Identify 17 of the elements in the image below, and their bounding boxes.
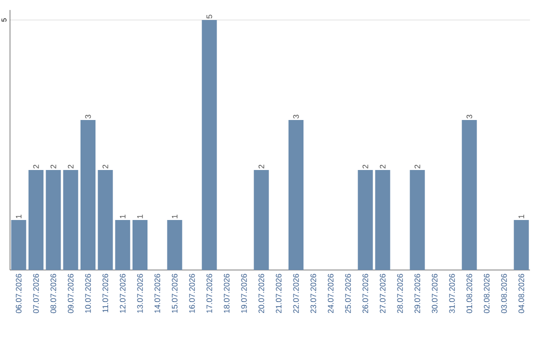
bar bbox=[11, 220, 26, 270]
bar bbox=[375, 170, 390, 270]
bar bbox=[28, 170, 44, 270]
bar bbox=[358, 170, 373, 270]
bar bbox=[288, 120, 304, 270]
bar bbox=[254, 170, 269, 270]
bar bbox=[514, 220, 529, 270]
bar bbox=[63, 170, 78, 270]
bar bbox=[462, 120, 477, 270]
bar bbox=[98, 170, 113, 270]
bar bbox=[115, 220, 130, 270]
bar bbox=[202, 20, 217, 270]
bar bbox=[46, 170, 61, 270]
bar bbox=[132, 220, 148, 270]
bar bbox=[410, 170, 425, 270]
bar bbox=[167, 220, 182, 270]
bar bbox=[80, 120, 96, 270]
